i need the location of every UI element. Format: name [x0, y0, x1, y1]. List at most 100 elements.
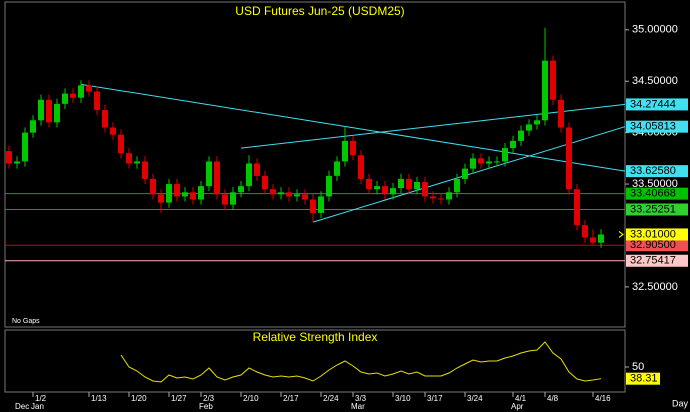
x-tick-label: 3/10	[395, 394, 411, 403]
candle-body	[182, 192, 188, 197]
x-tick-label: 1/13	[91, 394, 107, 403]
candle-body	[246, 163, 252, 187]
candle-body	[582, 225, 588, 238]
level-label-box	[626, 239, 688, 252]
price-panel	[4, 1, 626, 328]
rsi-title: Relative Strength Index	[253, 330, 378, 344]
candle-body	[190, 192, 196, 200]
candle-body	[278, 192, 284, 195]
x-tick-label: 3/17	[427, 394, 443, 403]
level-label: 32.75417	[630, 255, 676, 267]
candle-body	[222, 194, 228, 205]
candle-body	[198, 186, 204, 200]
candle-body	[406, 178, 412, 190]
x-tick-label: 3/24	[467, 394, 483, 403]
trendline	[312, 126, 626, 223]
trendline-label-box	[626, 120, 688, 133]
x-tick-label: 4/16	[595, 394, 611, 403]
candle-body	[14, 161, 20, 164]
x-tick-label: 4/8	[547, 394, 559, 403]
candle-body	[558, 99, 564, 128]
candle-body	[78, 85, 84, 98]
candle-body	[102, 110, 108, 128]
candle-body	[470, 158, 476, 169]
candle-body	[262, 175, 268, 190]
candle-body	[206, 161, 212, 187]
rsi-value-label: 38.31	[630, 373, 658, 385]
candle-body	[526, 124, 532, 131]
candle-body	[374, 186, 380, 190]
candle-body	[510, 140, 516, 149]
candle-body	[286, 192, 292, 197]
candle-body	[270, 189, 276, 195]
candle-body	[158, 194, 164, 203]
candle-body	[358, 155, 364, 179]
candle-body	[38, 99, 44, 121]
x-tick-label: 4/1	[515, 394, 527, 403]
month-label: Feb	[199, 402, 213, 411]
candle-body	[310, 199, 316, 213]
candle-body	[398, 178, 404, 189]
trendline	[80, 83, 626, 172]
candle-body	[118, 134, 124, 154]
level-label: 33.40668	[630, 188, 676, 200]
candle-body	[150, 178, 156, 195]
candle-body	[62, 93, 68, 104]
candle-body	[6, 151, 12, 164]
candle-body	[70, 93, 76, 98]
candle-body	[566, 127, 572, 190]
rsi-value-box	[626, 372, 660, 385]
candle-body	[30, 120, 36, 133]
candle-body	[454, 178, 460, 193]
candle-body	[214, 161, 220, 195]
candle-body	[382, 186, 388, 195]
candle-body	[334, 161, 340, 176]
candle-body	[54, 103, 60, 123]
candle-body	[422, 182, 428, 197]
x-tick-label: 2/10	[243, 394, 259, 403]
candle-body	[574, 189, 580, 226]
x-tick-label: 2/3	[203, 394, 215, 403]
candle-body	[494, 161, 500, 163]
y-tick-label: 50	[632, 361, 644, 373]
level-label-box	[626, 254, 688, 267]
candle-body	[390, 188, 396, 195]
candle-body	[486, 161, 492, 164]
candle-body	[174, 184, 180, 197]
candle-body	[502, 148, 508, 162]
candle-body	[166, 184, 172, 203]
candle-body	[142, 161, 148, 179]
x-tick-label: 1/27	[171, 394, 187, 403]
last-price-label: 33.01000	[630, 228, 676, 240]
candle-body	[430, 196, 436, 199]
level-label-box	[626, 203, 688, 216]
chart-title: USD Futures Jun-25 (USDM25)	[235, 4, 404, 18]
candle-body	[350, 140, 356, 156]
candle-body	[46, 99, 52, 123]
x-tick-label: 1/20	[131, 394, 147, 403]
x-tick-label: 2/17	[283, 394, 299, 403]
y-tick-label: 34.50000	[632, 75, 678, 87]
candle-body	[438, 198, 444, 200]
month-label: Jan	[31, 402, 44, 411]
candle-body	[302, 194, 308, 200]
candle-body	[446, 192, 452, 200]
note: No Gaps	[12, 318, 40, 325]
candle-body	[550, 60, 556, 100]
month-label: Apr	[511, 402, 524, 411]
candle-body	[126, 153, 132, 164]
candle-body	[230, 192, 236, 205]
candle-body	[294, 194, 300, 197]
candle-body	[534, 120, 540, 125]
rsi-line	[120, 341, 602, 383]
candle-body	[414, 182, 420, 190]
candle-body	[590, 237, 596, 243]
candle-body	[318, 196, 324, 213]
x-tick-label: 1/2	[35, 394, 47, 403]
trendline-label: 34.05813	[630, 121, 676, 133]
candle-body	[342, 140, 348, 162]
candle-body	[22, 132, 28, 162]
